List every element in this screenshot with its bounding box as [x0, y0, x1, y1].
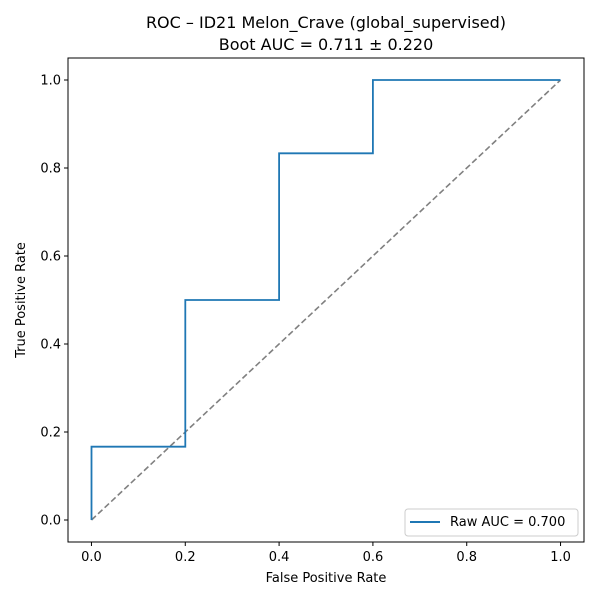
chance-diagonal-line	[90, 79, 562, 521]
axis-ticks: 0.0 0.2 0.4 0.6 0.8 1.0 0.0 0.2 0.4 0.6 0.8 1.0	[40, 74, 571, 566]
chart-subtitle: Boot AUC = 0.711 ± 0.220	[219, 35, 434, 54]
x-tick-label: 0.8	[456, 550, 477, 565]
legend-box	[404, 508, 579, 537]
x-tick-label: 1.0	[550, 550, 571, 565]
y-tick-label: 1.0	[40, 74, 61, 89]
chart-title: ROC – ID21 Melon_Crave (global_supervise…	[146, 13, 506, 33]
roc-curve-line	[90, 79, 561, 520]
y-tick-label: 0.6	[40, 250, 61, 265]
x-tick-label: 0.6	[363, 550, 384, 565]
legend-label: Raw AUC = 0.700	[450, 515, 565, 530]
y-tick-label: 0.4	[40, 338, 61, 353]
y-tick-label: 0.8	[40, 162, 61, 177]
x-tick-label: 0.2	[175, 550, 196, 565]
legend: Raw AUC = 0.700	[404, 508, 579, 537]
y-tick-label: 0.2	[40, 426, 61, 441]
x-tick-label: 0.4	[269, 550, 290, 565]
y-axis-label: True Positive Rate	[14, 242, 29, 359]
plot-frame	[67, 57, 585, 543]
x-axis-label: False Positive Rate	[266, 571, 387, 586]
x-tick-label: 0.0	[81, 550, 102, 565]
plot-area	[90, 79, 562, 521]
y-tick-label: 0.0	[40, 514, 61, 529]
